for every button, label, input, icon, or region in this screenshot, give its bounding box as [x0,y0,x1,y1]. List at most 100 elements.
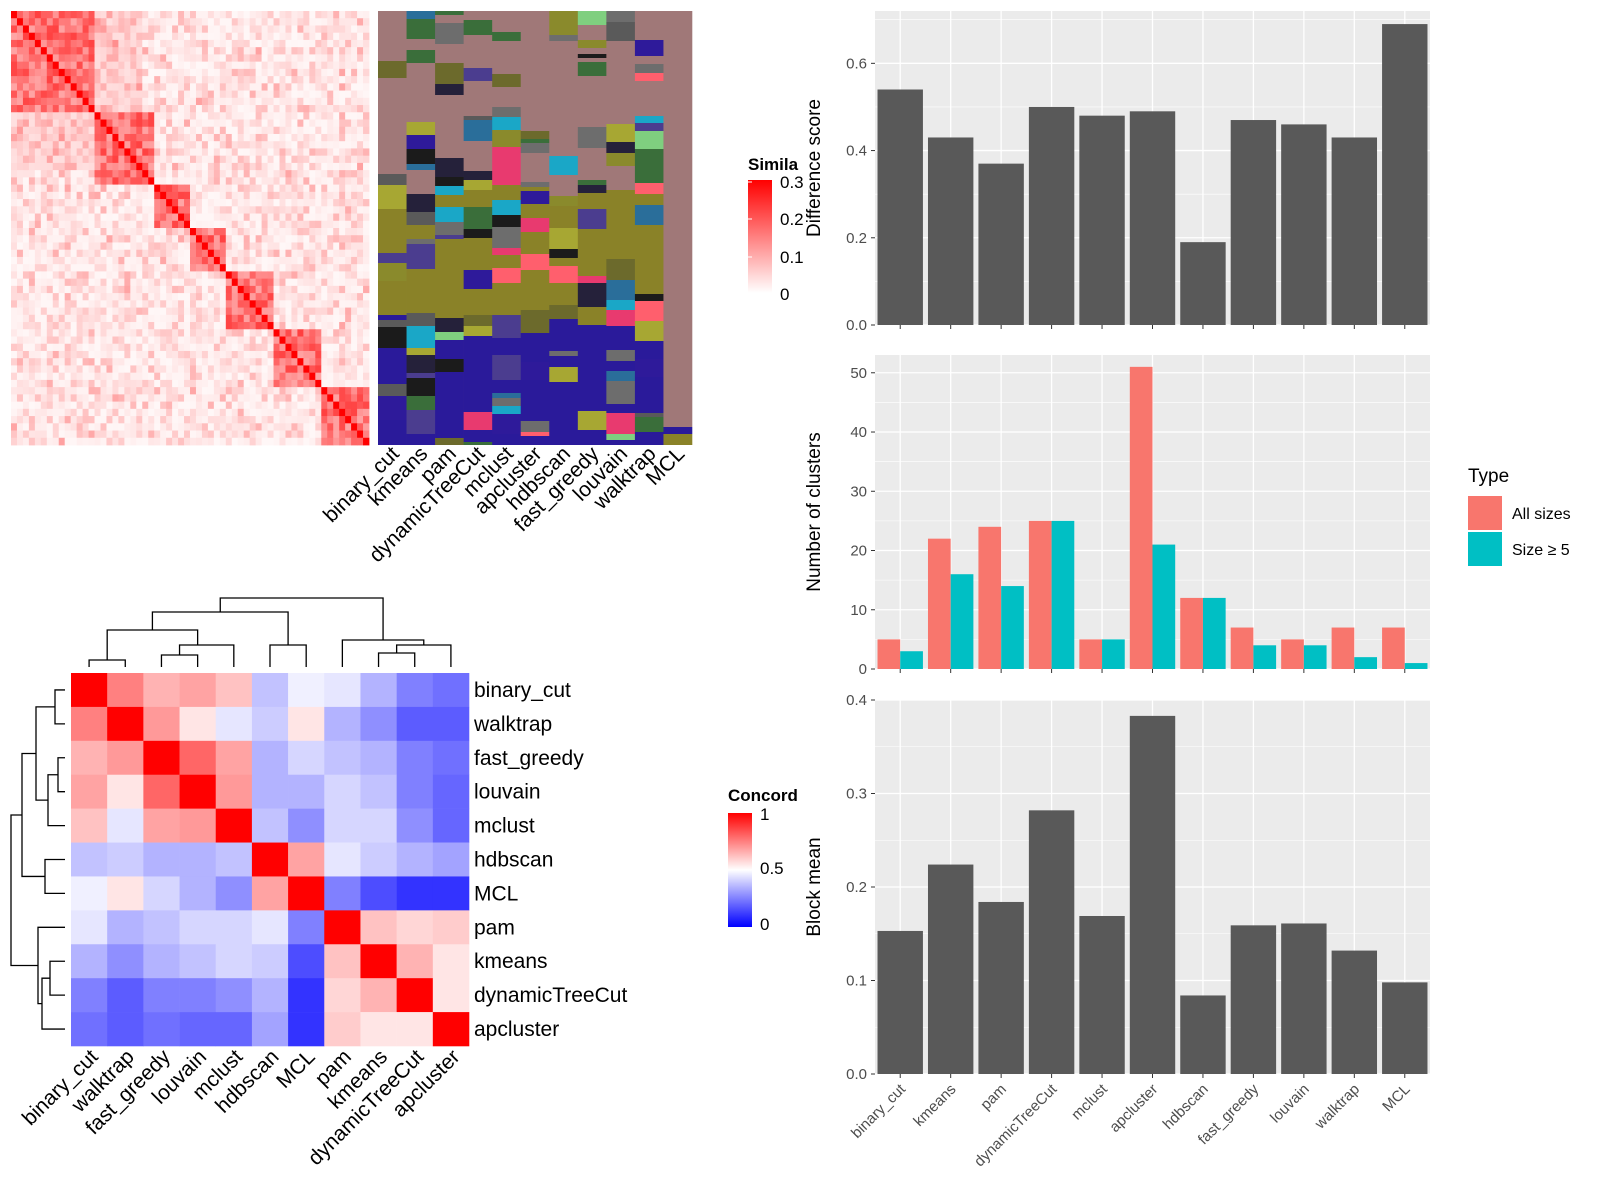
similarity-cell [106,365,113,374]
concordance-cell [179,978,217,1013]
similarity-cell [309,141,316,149]
similarity-cell [22,119,30,128]
membership-block [378,185,407,209]
similarity-cell [249,358,257,366]
similarity-cell [297,206,304,214]
membership-block [606,334,636,350]
similarity-cell [243,322,251,330]
similarity-cell [166,54,173,63]
similarity-cell [142,61,149,70]
similarity-cell [195,242,203,251]
similarity-cell [148,271,155,280]
similarity-cell [58,61,66,70]
similarity-cell [172,256,179,265]
similarity-cell [178,206,185,214]
similarity-cell [166,256,173,265]
similarity-cell [279,293,286,301]
similarity-cell [118,228,125,236]
similarity-cell [118,83,125,91]
similarity-cell [285,105,292,113]
membership-block [520,94,550,115]
similarity-cell [213,47,221,55]
bar [1281,923,1327,1074]
membership-block [492,355,522,380]
similarity-cell [70,285,78,294]
similarity-cell [315,307,322,316]
membership-block [577,161,607,180]
similarity-cell [267,54,274,63]
similarity-cell [267,32,274,41]
similarity-cell [297,54,304,63]
membership-block [435,391,464,401]
similarity-cell [237,350,245,359]
membership-block [549,382,579,406]
similarity-cell [58,372,66,381]
membership-block [520,232,550,254]
similarity-cell [124,379,131,388]
similarity-cell [148,32,155,41]
similarity-cell [46,293,54,301]
similarity-cell [11,177,18,185]
similarity-cell [225,11,233,19]
similarity-cell [333,336,340,345]
dendrogram-branch [88,659,126,667]
similarity-legend-tick-label: 0.1 [780,248,804,267]
similarity-cell [273,126,280,135]
similarity-cell [124,350,131,359]
similarity-cell [327,133,334,142]
concordance-cell [396,673,434,708]
similarity-cell [94,25,101,34]
similarity-cell [291,61,298,70]
similarity-cell [237,177,245,185]
similarity-cell [130,11,137,19]
membership-block [435,15,464,23]
similarity-cell [16,61,24,70]
similarity-cell [76,54,83,63]
similarity-cell [88,387,95,395]
similarity-cell [70,133,78,142]
similarity-cell [76,256,83,265]
similarity-cell [351,148,358,157]
similarity-cell [100,235,107,243]
similarity-cell [315,228,322,236]
similarity-cell [130,228,137,236]
similarity-cell [112,76,119,84]
similarity-cell [184,68,191,77]
membership-block [492,147,522,168]
membership-block [549,412,579,427]
similarity-cell [148,372,155,381]
similarity-cell [213,126,221,135]
similarity-cell [273,61,280,70]
similarity-cell [82,170,89,178]
similarity-cell [291,249,298,258]
similarity-cell [88,437,95,446]
similarity-cell [184,256,191,265]
similarity-cell [309,336,316,345]
membership-block [606,64,636,86]
similarity-cell [40,314,48,323]
similarity-cell [142,379,149,388]
similarity-cell [327,278,334,287]
similarity-cell [333,191,340,200]
similarity-cell [88,39,95,48]
similarity-cell [76,387,83,395]
similarity-cell [195,155,203,164]
similarity-cell [249,97,257,106]
similarity-cell [34,155,42,164]
similarity-cell [303,235,310,243]
similarity-cell [321,61,328,70]
similarity-cell [52,126,60,135]
similarity-cell [130,387,137,395]
similarity-cell [303,256,310,265]
similarity-cell [184,437,191,446]
similarity-cell [184,220,191,229]
similarity-cell [231,394,239,402]
similarity-cell [297,235,304,243]
similarity-cell [76,350,83,359]
similarity-cell [267,416,274,424]
similarity-cell [124,336,131,345]
similarity-cell [243,278,251,287]
similarity-cell [112,343,119,352]
similarity-cell [279,379,286,388]
similarity-cell [22,314,30,323]
